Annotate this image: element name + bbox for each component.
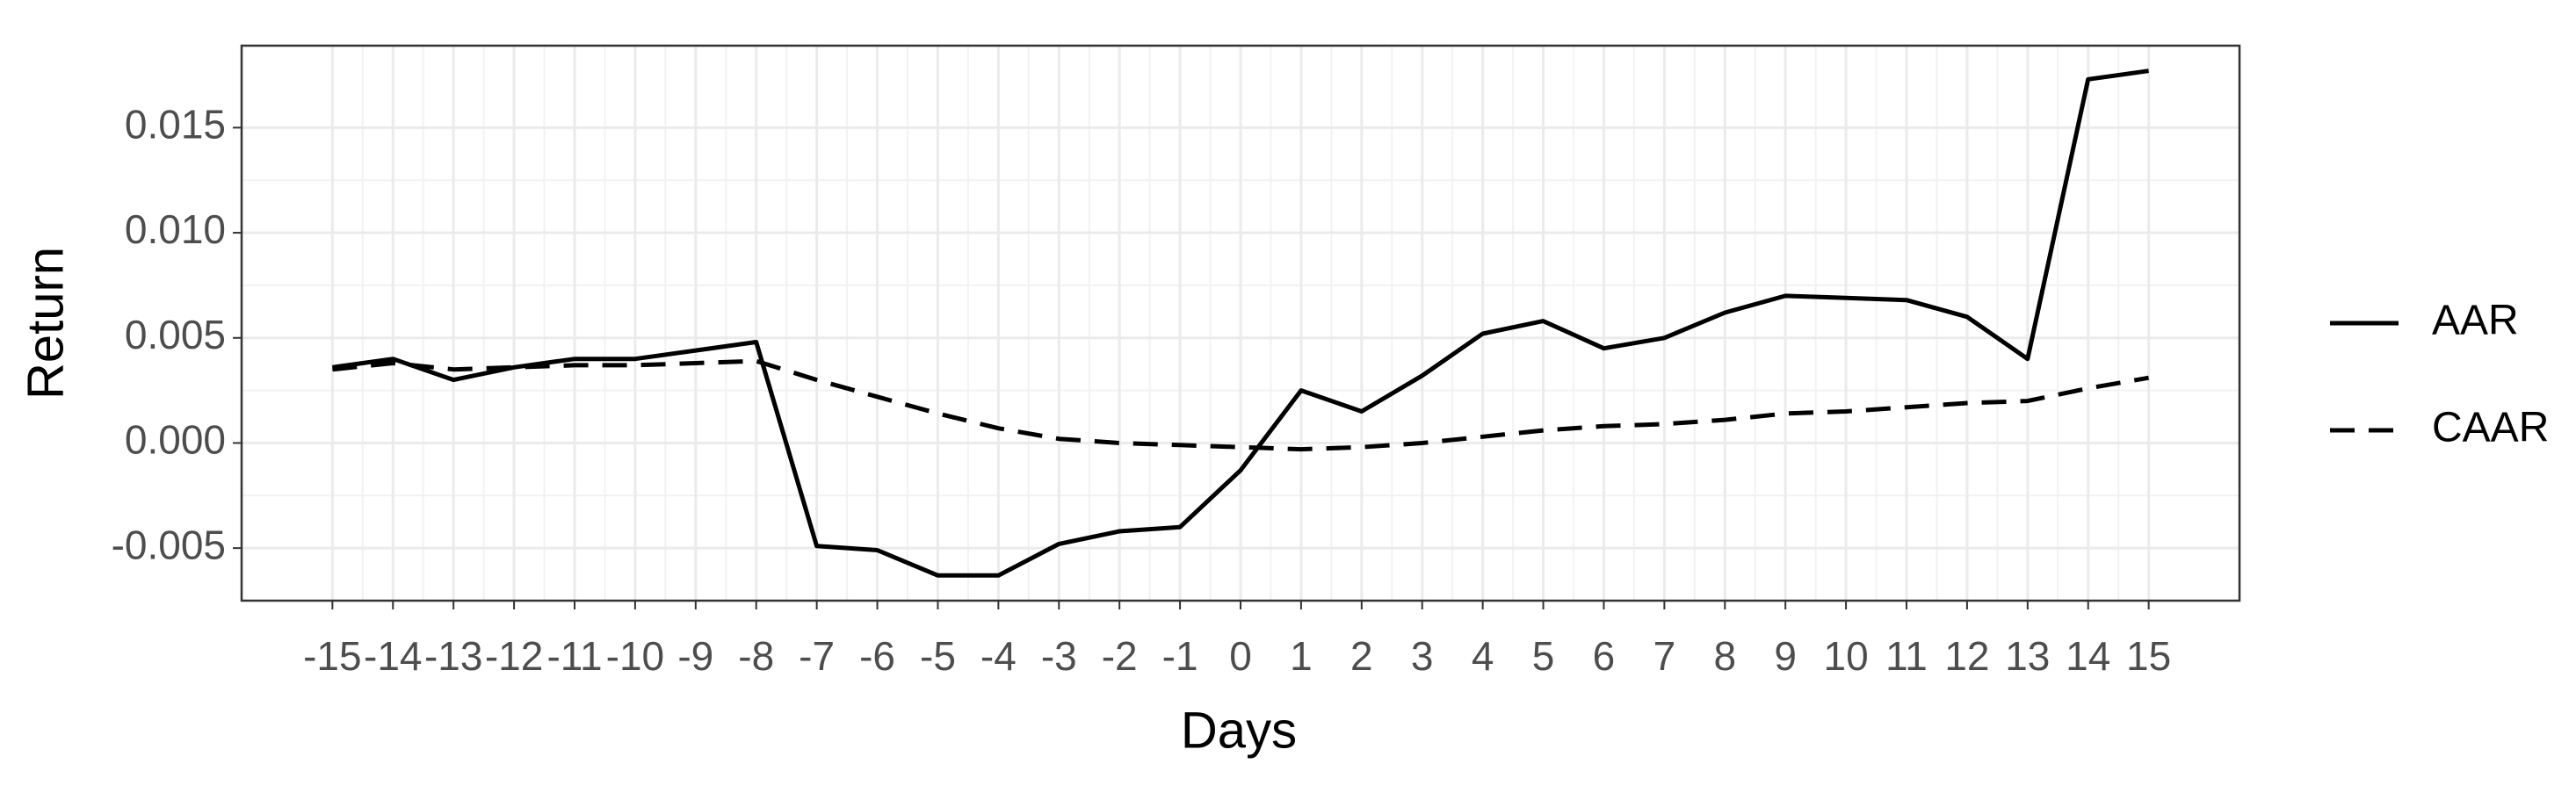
x-tick-label: -14 — [364, 633, 422, 679]
x-axis-title: Days — [1181, 702, 1297, 759]
x-tick-label: -1 — [1162, 633, 1198, 679]
x-tick-label: 8 — [1713, 633, 1736, 679]
x-tick-label: 9 — [1774, 633, 1797, 679]
x-tick-label: 11 — [1885, 633, 1928, 679]
legend-label: CAAR — [2432, 405, 2549, 451]
x-tick-label: 6 — [1593, 633, 1616, 679]
x-tick-label: -5 — [920, 633, 956, 679]
series-line — [332, 68, 2149, 578]
x-tick-label: 5 — [1532, 633, 1555, 679]
x-tick-label: 13 — [2005, 633, 2050, 679]
x-tick-label: -3 — [1041, 633, 1077, 679]
y-tick-label: 0.000 — [125, 417, 226, 463]
y-tick-label: 0.010 — [125, 206, 226, 252]
x-tick-label: -10 — [606, 633, 664, 679]
x-tick-label: -15 — [303, 633, 361, 679]
x-tick-label: 15 — [2126, 633, 2171, 679]
x-tick-label: -13 — [424, 633, 482, 679]
plot-border — [240, 44, 2241, 602]
x-tick-label: 4 — [1472, 633, 1494, 679]
x-tick-label: -6 — [859, 633, 895, 679]
series-line — [332, 358, 2150, 452]
y-tick-label: 0.015 — [125, 102, 226, 148]
x-tick-label: 3 — [1411, 633, 1434, 679]
y-axis-title: Return — [17, 247, 74, 400]
x-tick-label: -12 — [485, 633, 543, 679]
x-tick-label: 10 — [1824, 633, 1869, 679]
legend-label: AAR — [2432, 298, 2519, 344]
x-tick-label: 1 — [1290, 633, 1313, 679]
x-tick-label: -2 — [1102, 633, 1138, 679]
x-tick-label: 14 — [2066, 633, 2110, 679]
y-tick-label: 0.005 — [125, 312, 226, 357]
x-tick-label: 0 — [1229, 633, 1252, 679]
x-tick-label: -4 — [980, 633, 1017, 679]
y-tick-label: -0.005 — [112, 522, 226, 567]
x-tick-label: -8 — [738, 633, 774, 679]
x-tick-label: 7 — [1653, 633, 1676, 679]
x-tick-label: -11 — [546, 633, 602, 679]
x-tick-label: 2 — [1350, 633, 1373, 679]
x-tick-label: -9 — [677, 633, 713, 679]
x-tick-label: 12 — [1944, 633, 1989, 679]
x-tick-label: -7 — [799, 633, 835, 679]
